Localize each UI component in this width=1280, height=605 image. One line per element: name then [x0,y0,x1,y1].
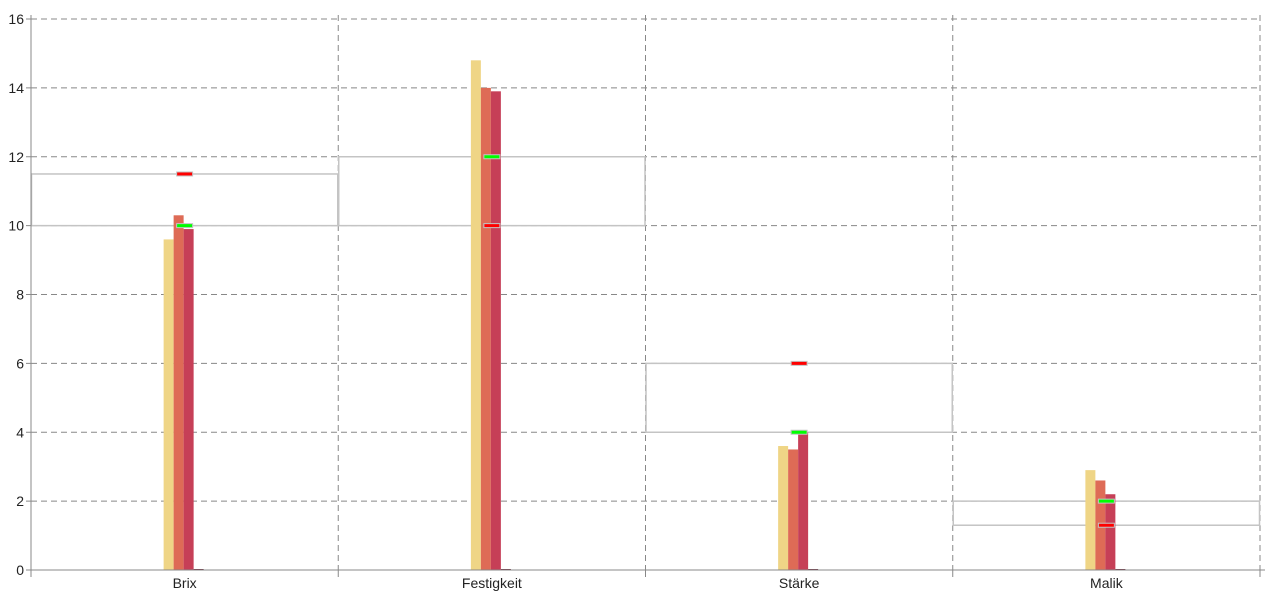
x-tick-label: Malik [1090,575,1124,591]
bar [470,60,481,570]
range-band [645,362,953,433]
x-tick-label: Brix [173,575,197,591]
green-marker [790,429,808,435]
bar [1085,470,1096,570]
range-band [30,173,339,227]
red-marker [176,171,194,177]
bar [1105,494,1116,570]
red-marker [483,223,501,229]
y-tick-label: 4 [16,424,24,440]
y-tick-label: 10 [8,218,24,234]
y-tick-label: 2 [16,493,24,509]
y-tick-label: 12 [8,149,24,165]
y-tick-label: 0 [16,562,24,578]
red-marker [790,360,808,366]
y-tick-label: 8 [16,287,24,303]
bar [173,215,184,570]
green-marker [176,223,194,229]
bar [183,229,194,570]
bar [788,449,799,570]
y-tick-label: 16 [8,11,24,27]
bar [778,446,789,570]
y-tick-label: 14 [8,80,24,96]
bar [490,91,501,570]
bar [798,432,809,570]
bar [480,87,491,570]
x-tick-label: Festigkeit [462,575,522,591]
green-marker [483,154,501,160]
x-tick-label: Stärke [779,575,820,591]
red-marker [1097,522,1115,528]
y-tick-label: 6 [16,355,24,371]
bar [163,239,174,570]
green-marker [1097,498,1115,504]
